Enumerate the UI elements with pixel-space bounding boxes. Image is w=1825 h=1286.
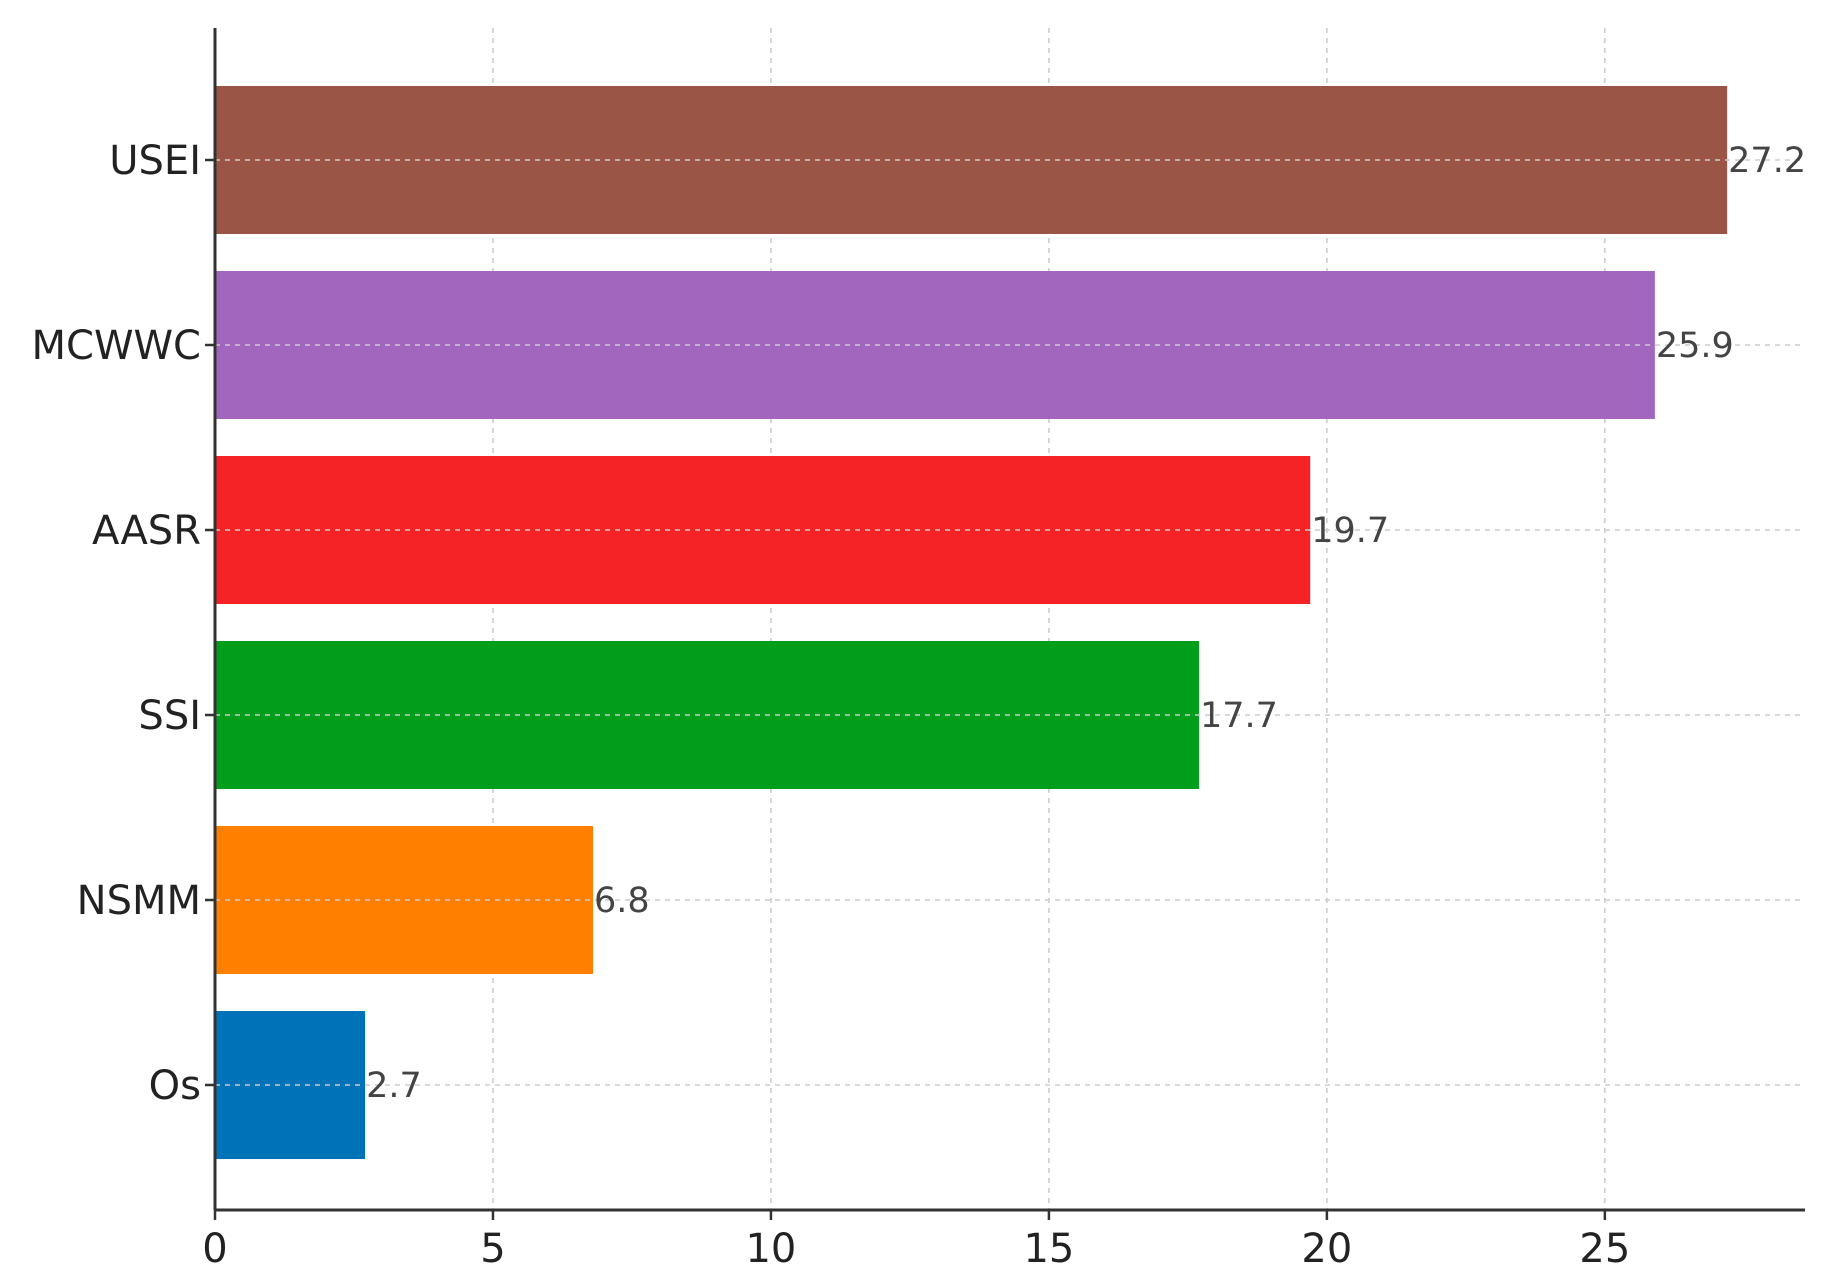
axes bbox=[213, 28, 1805, 1212]
bar-mcwwc bbox=[215, 271, 1655, 419]
bar-os bbox=[215, 1011, 366, 1159]
labels: 0 5 10 15 20 25 Os NSMM SSI AASR MCWWC USEI 2.7 6.8 17… bbox=[32, 138, 1807, 1272]
category-label: AASR bbox=[92, 508, 201, 554]
category-label: SSI bbox=[138, 693, 201, 739]
data-label: 27.2 bbox=[1728, 141, 1806, 181]
data-label: 25.9 bbox=[1656, 326, 1734, 366]
bar-usei bbox=[215, 86, 1728, 234]
x-tick-label: 0 bbox=[202, 1226, 227, 1272]
data-label: 19.7 bbox=[1311, 511, 1389, 551]
data-label: 6.8 bbox=[594, 881, 650, 921]
category-label: Os bbox=[149, 1063, 201, 1109]
category-label: NSMM bbox=[77, 878, 201, 924]
gridlines bbox=[492, 28, 1606, 1210]
data-label: 17.7 bbox=[1200, 696, 1278, 736]
bars bbox=[215, 86, 1805, 1159]
x-tick-label: 20 bbox=[1301, 1226, 1352, 1272]
x-tick-label: 15 bbox=[1023, 1226, 1074, 1272]
x-tick-label: 5 bbox=[480, 1226, 505, 1272]
data-label: 2.7 bbox=[366, 1066, 422, 1106]
category-label: USEI bbox=[109, 138, 201, 184]
x-tick-label: 10 bbox=[745, 1226, 796, 1272]
category-label: MCWWC bbox=[32, 323, 201, 369]
x-tick-label: 25 bbox=[1579, 1226, 1630, 1272]
